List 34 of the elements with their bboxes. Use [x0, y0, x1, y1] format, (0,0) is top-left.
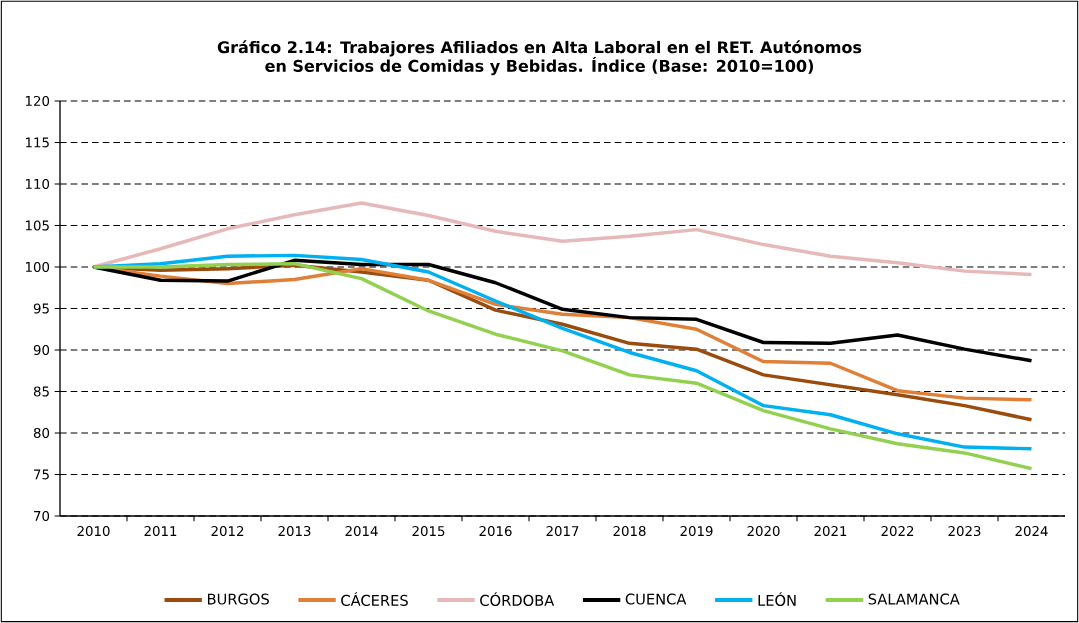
legend-label: CÓRDOBA [480, 592, 555, 606]
x-tick-label: 2021 [814, 526, 847, 537]
y-tick-label: 70 [34, 510, 50, 522]
x-tick-label: 2012 [211, 526, 244, 537]
legend-label: LEÓN [758, 592, 796, 606]
x-tick-label: 2023 [948, 526, 981, 537]
x-tick-label: 2019 [680, 526, 713, 537]
y-tick-label: 75 [34, 469, 49, 480]
x-tick-label: 2024 [1015, 526, 1048, 537]
y-tick-label: 120 [25, 95, 50, 107]
x-tick-label: 2016 [479, 526, 512, 537]
legend-label: SALAMANCA [868, 593, 960, 605]
chart-title: Gráfico 2.14: Trabajores Afiliados en Alta Laboral en el RET. Autónomos en Servicios de Comidas y Bebidas. Índice (Base: 2010=100) [217, 40, 862, 76]
y-tick-label: 105 [25, 220, 49, 231]
line-series [91, 258, 1034, 363]
x-tick-label: 2020 [747, 526, 780, 537]
x-tick-label: 2014 [345, 526, 378, 537]
y-tick-label: 80 [33, 427, 50, 439]
legend-label: CÁCERES [341, 592, 408, 606]
legend-label: CUENCA [625, 593, 687, 605]
y-tick-label: 90 [33, 344, 50, 356]
y-tick-label: 110 [25, 178, 50, 190]
x-tick-label: 2013 [278, 526, 311, 537]
y-tick-label: 100 [25, 261, 50, 273]
x-tick-label: 2018 [613, 526, 646, 537]
y-tick-label: 85 [33, 386, 49, 397]
x-tick-label: 2011 [144, 526, 177, 537]
x-tick-label: 2022 [881, 526, 914, 537]
y-tick-label: 115 [25, 137, 49, 148]
x-tick-label: 2017 [546, 526, 579, 537]
x-tick-label: 2015 [412, 526, 445, 537]
x-tick-label: 2010 [77, 526, 110, 537]
y-tick-label: 95 [33, 303, 49, 314]
legend-label: BURGOS [207, 593, 269, 605]
